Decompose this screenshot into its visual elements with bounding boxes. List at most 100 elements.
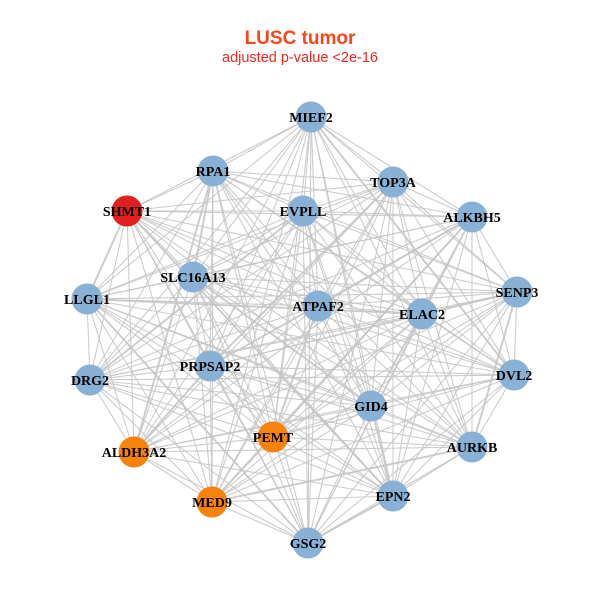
network-edge: [133, 451, 394, 497]
network-edge: [192, 210, 304, 278]
network-node-dvl2: [498, 359, 530, 391]
network-edge: [86, 210, 128, 300]
network-edge: [209, 365, 309, 544]
network-node-rpa1: [197, 155, 229, 187]
network-edge: [209, 365, 274, 438]
network-edge: [317, 305, 372, 407]
network-node-gid4: [355, 390, 387, 422]
network-node-pemt: [257, 421, 289, 453]
network-edge: [310, 116, 473, 448]
network-edge: [211, 170, 214, 503]
network-edge: [211, 374, 515, 503]
node-label-mief2: MIEF2: [289, 111, 333, 126]
network-edge: [209, 210, 304, 367]
network-edge: [272, 374, 515, 438]
network-edge: [307, 495, 394, 544]
network-edge: [126, 210, 213, 503]
network-node-gsg2: [292, 527, 324, 559]
network-edge: [126, 210, 518, 293]
network-edge: [212, 170, 319, 307]
node-label-pemt: PEMT: [253, 431, 294, 446]
network-edge: [212, 170, 394, 183]
network-edge: [89, 210, 128, 381]
network-edge: [211, 313, 423, 503]
network-node-aurkb: [456, 431, 488, 463]
network-edge: [392, 313, 423, 497]
network-edge: [212, 170, 372, 407]
network-edge: [302, 210, 423, 315]
node-label-gid4: GID4: [354, 400, 387, 415]
network-node-shmt1: [111, 195, 143, 227]
node-label-drg2: DRG2: [71, 374, 109, 389]
network-edge: [86, 276, 194, 300]
network-edge: [272, 436, 473, 448]
network-edge: [192, 276, 319, 307]
network-edge: [86, 298, 423, 315]
node-label-shmt1: SHMT1: [103, 205, 151, 220]
node-label-gsg2: GSG2: [290, 537, 327, 552]
node-label-senp3: SENP3: [496, 286, 539, 301]
figure-subtitle: adjusted p-value <2e-16: [222, 50, 378, 66]
network-edge: [86, 298, 211, 367]
network-edge: [86, 181, 394, 300]
node-label-elac2: ELAC2: [399, 308, 445, 323]
network-edge: [370, 291, 518, 407]
network-edge: [89, 365, 211, 381]
network-edge: [89, 291, 518, 381]
network-edge: [86, 298, 274, 438]
network-edge: [310, 116, 394, 183]
network-edge: [392, 181, 423, 315]
network-edge: [192, 276, 518, 293]
network-edge: [310, 116, 518, 293]
network-edge: [302, 210, 473, 448]
network-edge: [272, 436, 309, 544]
network-node-evpll: [287, 195, 319, 227]
network-edge: [471, 291, 518, 448]
network-edge: [302, 210, 515, 376]
network-edge: [89, 379, 473, 448]
network-edge: [272, 210, 304, 438]
network-node-elac2: [406, 298, 438, 330]
node-label-prpsap2: PRPSAP2: [180, 360, 241, 375]
network-node-med9: [196, 486, 228, 518]
network-edge: [209, 365, 473, 448]
network-node-mief2: [295, 101, 327, 133]
network-edge: [89, 379, 274, 438]
network-node-drg2: [74, 364, 106, 396]
network-edge: [272, 305, 319, 438]
network-edge: [209, 291, 518, 367]
network-edge: [471, 216, 515, 376]
edge-layer: [86, 116, 518, 544]
network-edge: [126, 170, 214, 212]
network-edge: [212, 170, 473, 218]
network-edge: [211, 216, 473, 503]
network-edge: [211, 116, 312, 503]
network-edge: [302, 210, 372, 407]
network-edge: [302, 210, 473, 218]
node-label-aurkb: AURKB: [447, 441, 498, 456]
network-edge: [272, 405, 372, 438]
node-label-alkbh5: ALKBH5: [443, 211, 501, 226]
network-edge: [212, 170, 515, 376]
node-label-med9: MED9: [192, 496, 232, 511]
network-edge: [272, 291, 518, 438]
network-edge: [89, 170, 214, 381]
network-edge: [133, 436, 274, 453]
network-edge: [133, 365, 211, 453]
network-edge: [133, 446, 473, 453]
network-edge: [89, 374, 515, 381]
node-label-llgl1: LLGL1: [64, 293, 110, 308]
node-label-dvl2: DVL2: [496, 369, 533, 384]
network-edge: [211, 405, 372, 503]
network-edge: [212, 170, 304, 212]
network-node-atpaf2: [302, 290, 334, 322]
network-node-slc16a13: [177, 261, 209, 293]
network-edge: [86, 298, 213, 503]
network-edge: [317, 305, 423, 315]
network-edge: [209, 365, 372, 407]
network-edge: [89, 379, 309, 544]
node-label-atpaf2: ATPAF2: [292, 300, 344, 315]
network-node-top3a: [377, 166, 409, 198]
